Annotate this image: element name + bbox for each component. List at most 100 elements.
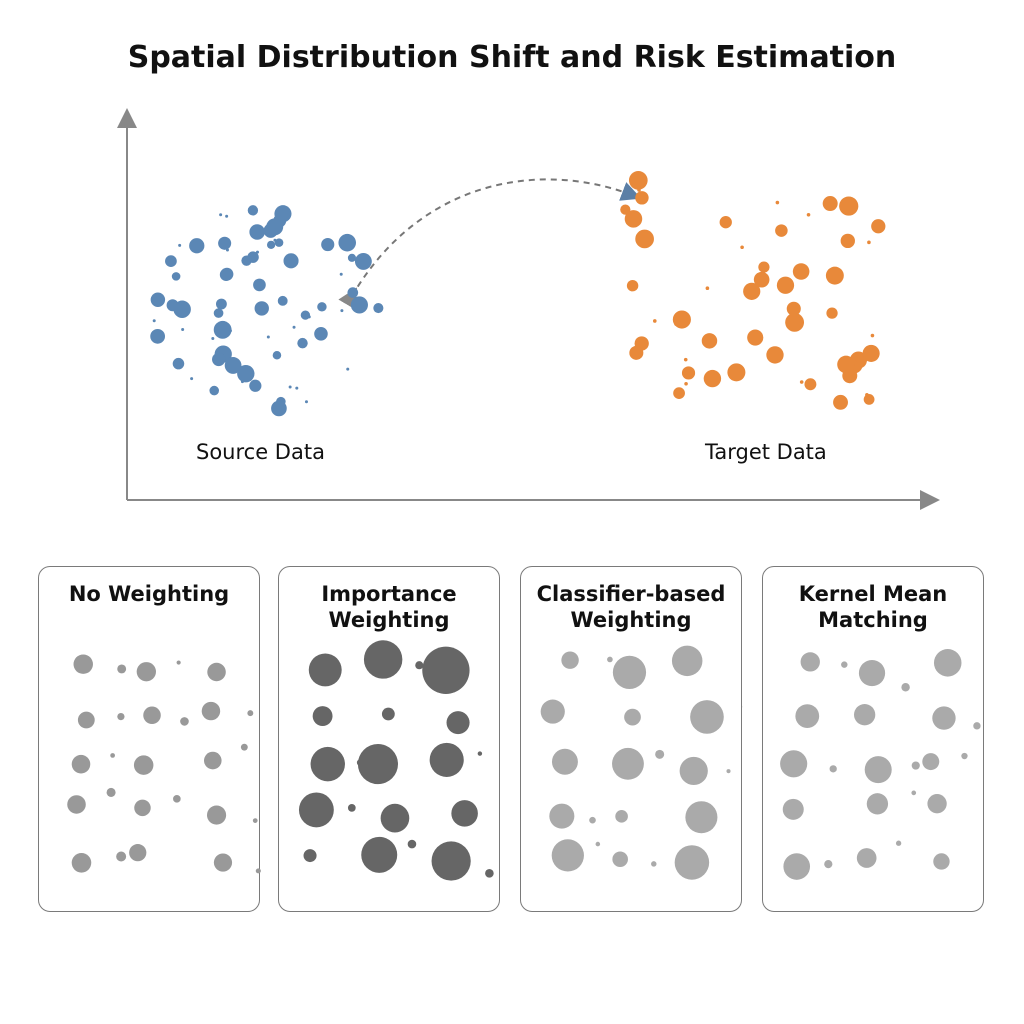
point (190, 377, 194, 381)
point (901, 683, 910, 692)
point (933, 853, 950, 870)
point (172, 357, 185, 370)
panel-title: Classifier-based Weighting (536, 582, 726, 632)
point (681, 366, 696, 380)
point (117, 664, 127, 674)
point (701, 333, 718, 349)
point (254, 301, 269, 316)
point (612, 655, 647, 689)
point (727, 363, 746, 382)
point (67, 795, 86, 814)
point (249, 379, 262, 392)
point (150, 328, 166, 344)
point (753, 271, 770, 288)
point (589, 816, 596, 824)
point (775, 224, 788, 237)
point (271, 400, 287, 417)
point (106, 787, 116, 797)
point (347, 287, 359, 298)
point (110, 753, 115, 758)
point (672, 310, 691, 329)
point (71, 852, 92, 873)
point (477, 751, 483, 756)
point (304, 400, 308, 404)
point (782, 798, 804, 820)
point (549, 803, 575, 829)
point (858, 659, 886, 687)
point (705, 286, 710, 291)
point (220, 267, 234, 281)
point (829, 765, 837, 773)
point (247, 205, 259, 216)
point (822, 196, 838, 212)
point (317, 302, 327, 312)
point (266, 335, 270, 339)
panel: No Weighting (38, 566, 261, 912)
point (927, 794, 947, 814)
point (674, 845, 710, 880)
point (429, 742, 464, 777)
point (249, 224, 265, 240)
point (629, 345, 644, 360)
point (73, 654, 93, 674)
point (307, 315, 311, 319)
point (961, 752, 968, 760)
point (777, 358, 781, 363)
point (863, 393, 875, 405)
point (862, 344, 880, 362)
point (288, 385, 292, 389)
point (266, 218, 284, 236)
point (298, 792, 334, 828)
point (171, 272, 181, 281)
point (551, 748, 578, 775)
point (911, 790, 917, 796)
point (800, 652, 820, 672)
point (225, 214, 229, 218)
point (540, 699, 565, 724)
point (247, 710, 254, 717)
point (173, 795, 181, 803)
point (206, 805, 227, 825)
point (209, 385, 219, 396)
point (224, 357, 242, 374)
point (350, 296, 368, 314)
point (357, 744, 399, 785)
point (212, 352, 226, 367)
point (743, 282, 761, 300)
point (871, 219, 886, 234)
point (347, 253, 356, 262)
point (747, 329, 764, 346)
point (685, 801, 718, 834)
point (683, 357, 688, 362)
point (136, 662, 156, 682)
point (679, 756, 708, 786)
point (266, 240, 276, 249)
point (373, 302, 384, 314)
point (178, 243, 182, 247)
point (381, 707, 395, 721)
point (870, 333, 875, 338)
point (837, 355, 855, 374)
point (841, 661, 848, 668)
point (740, 245, 744, 250)
point (283, 253, 299, 269)
point (804, 378, 817, 391)
point (277, 295, 288, 306)
point (150, 292, 166, 307)
point (865, 393, 869, 397)
point (785, 312, 805, 332)
point (310, 746, 345, 782)
shift-arrow (338, 178, 642, 310)
point (703, 369, 722, 388)
panel-title: Importance Weighting (321, 582, 457, 632)
point (274, 205, 292, 223)
point (207, 662, 226, 682)
point (213, 308, 224, 318)
point (792, 263, 810, 280)
point (551, 839, 584, 872)
point (237, 364, 255, 383)
point (673, 387, 685, 400)
point (933, 649, 962, 677)
distribution-plot (117, 108, 940, 510)
point (652, 319, 657, 323)
